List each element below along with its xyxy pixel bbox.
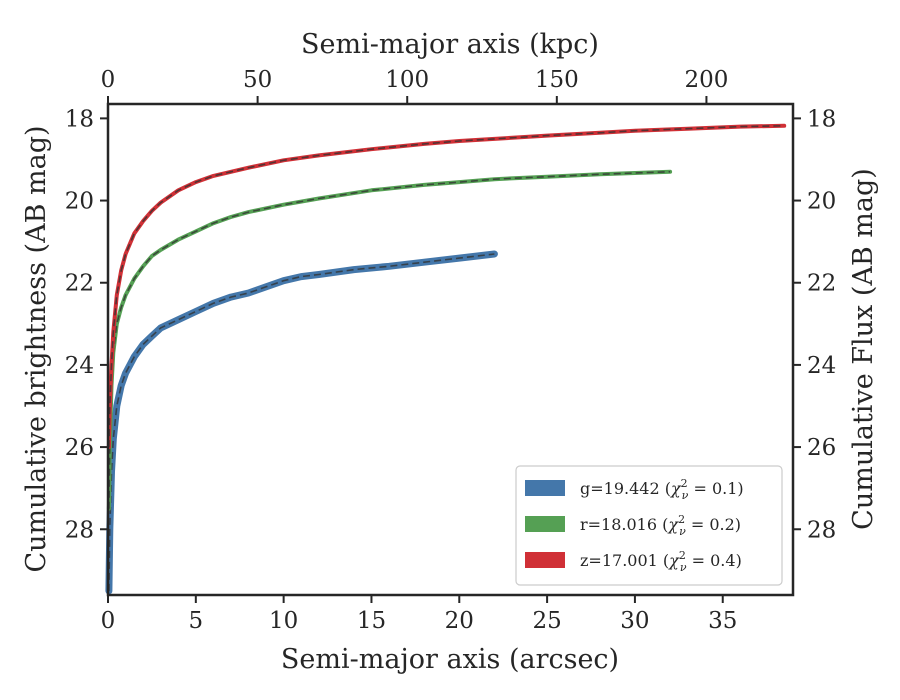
- x-tick-label-5: 5: [189, 608, 204, 634]
- series-2: [106, 123, 787, 450]
- x-axis-title-top: Semi-major axis (kpc): [301, 29, 599, 60]
- y-tick-label-right-20: 20: [807, 189, 836, 215]
- x-tick-label-30: 30: [620, 608, 649, 634]
- legend: g=19.442 (χ2 ν = 0.1) r=18.016 (χ2 ν = 0.2)…: [515, 465, 783, 586]
- y-tick-label-right-26: 26: [807, 435, 836, 461]
- y-tick-label-right-22: 22: [807, 271, 836, 297]
- y-tick-label-left-28: 28: [65, 517, 94, 543]
- x-top-tick-label-50: 50: [243, 67, 272, 93]
- series-1: [106, 169, 673, 511]
- legend-swatch-1: [525, 516, 565, 532]
- legend-label-2: z=17.001 (χ2 ν = 0.4): [580, 549, 742, 574]
- x-top-tick-label-150: 150: [535, 67, 579, 93]
- y-tick-label-right-24: 24: [807, 353, 836, 379]
- y-tick-label-left-22: 22: [65, 271, 94, 297]
- legend-frame: [515, 465, 783, 586]
- x-tick-label-25: 25: [532, 608, 561, 634]
- y-tick-label-right-18: 18: [807, 106, 836, 132]
- legend-label-0: g=19.442 (χ2 ν = 0.1): [580, 477, 744, 502]
- ticks-layer: 0 5 10 15 20 25 30 35 0 50 100 150 200 18 18 20 20 22 22 24…: [65, 67, 837, 634]
- x-top-tick-label-0: 0: [101, 67, 116, 93]
- series-line-2: [106, 123, 787, 450]
- x-tick-label-35: 35: [708, 608, 737, 634]
- x-tick-label-15: 15: [357, 608, 386, 634]
- y-axis-title-right: Cumulative Flux (AB mag): [848, 168, 879, 530]
- x-tick-label-10: 10: [269, 608, 298, 634]
- legend-swatch-2: [525, 552, 565, 568]
- y-tick-label-left-20: 20: [65, 189, 94, 215]
- series-model-line-1: [108, 171, 671, 509]
- x-top-tick-label-200: 200: [684, 67, 728, 93]
- x-tick-label-20: 20: [445, 608, 474, 634]
- series-line-1: [106, 169, 673, 511]
- legend-label-1: r=18.016 (χ2 ν = 0.2): [580, 513, 741, 538]
- y-tick-label-right-28: 28: [807, 517, 836, 543]
- legend-swatch-0: [525, 480, 565, 496]
- curves-layer: [105, 123, 787, 595]
- series-model-line-0: [108, 253, 495, 591]
- series-model-line-2: [108, 125, 785, 448]
- y-tick-label-left-18: 18: [65, 106, 94, 132]
- x-axis-title-bottom: Semi-major axis (arcsec): [281, 644, 619, 675]
- plot-frame: [106, 102, 795, 597]
- y-axis-title-left: Cumulative brightness (AB mag): [21, 125, 52, 572]
- x-top-tick-label-100: 100: [385, 67, 429, 93]
- y-tick-label-left-24: 24: [65, 353, 94, 379]
- x-tick-label-0: 0: [101, 608, 116, 634]
- series-line-0: [105, 250, 498, 595]
- y-tick-label-left-26: 26: [65, 435, 94, 461]
- series-0: [105, 250, 498, 595]
